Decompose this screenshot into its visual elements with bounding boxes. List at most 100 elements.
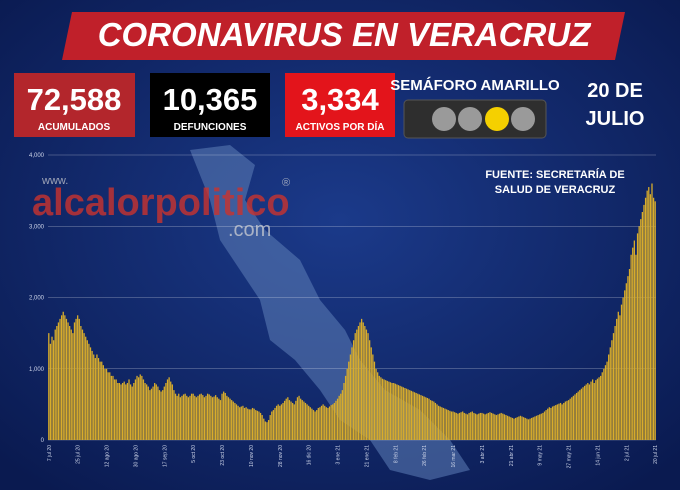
bar: [437, 405, 440, 440]
stat-value: 10,365: [163, 82, 258, 117]
x-tick-label: 25 jul 20: [76, 445, 82, 464]
bar: [431, 400, 433, 440]
bar: [239, 407, 241, 440]
x-tick-label: 3 ene 21: [336, 445, 342, 465]
bar: [226, 395, 228, 440]
bar: [643, 204, 645, 440]
watermark: alcalorpolitico: [32, 182, 290, 224]
bar: [296, 397, 299, 440]
stat-label: ACUMULADOS: [38, 122, 111, 133]
bar: [264, 421, 267, 440]
y-tick-label: 1,000: [29, 367, 45, 373]
bar: [627, 276, 629, 440]
bar: [214, 395, 217, 440]
bar: [168, 377, 170, 440]
bar: [192, 393, 194, 440]
semaforo-label: SEMÁFORO AMARILLO: [390, 77, 560, 94]
bar: [553, 405, 555, 440]
bar: [367, 333, 369, 440]
bar: [551, 406, 554, 440]
bar: [571, 397, 573, 440]
bar: [117, 383, 119, 440]
bar: [482, 413, 485, 440]
bar: [521, 416, 523, 440]
x-tick-label: 3 abr 21: [480, 445, 486, 464]
bar: [158, 390, 161, 440]
bar: [200, 393, 202, 440]
bar: [288, 400, 291, 440]
bar: [502, 413, 504, 440]
bar: [516, 417, 518, 440]
bar: [510, 417, 512, 440]
bar: [333, 402, 335, 440]
bar: [129, 384, 132, 440]
bar: [561, 404, 563, 440]
bar: [293, 404, 295, 440]
bar: [89, 347, 92, 440]
stat-box: [150, 73, 270, 137]
bar: [523, 417, 525, 440]
x-tick-label: 21 ene 21: [364, 445, 370, 467]
bar: [556, 404, 558, 440]
bar: [587, 383, 589, 440]
bar: [324, 405, 326, 440]
bar: [269, 415, 271, 440]
bar: [535, 415, 538, 440]
bar: [652, 197, 655, 440]
bar: [380, 377, 382, 440]
bar: [529, 418, 531, 440]
bar: [174, 393, 177, 440]
bar: [466, 414, 469, 440]
bar: [194, 395, 196, 440]
bar: [336, 398, 339, 440]
bar: [245, 407, 247, 440]
bar: [341, 390, 344, 440]
bar: [563, 402, 565, 440]
bar: [564, 401, 567, 440]
bar: [267, 420, 270, 440]
bar: [608, 354, 610, 440]
bar: [54, 329, 56, 440]
map-veracruz: [190, 145, 470, 480]
bar: [91, 350, 93, 440]
bar: [146, 384, 148, 440]
date: 20 DE: [587, 80, 643, 102]
stat-value: 3,334: [301, 82, 379, 117]
bar: [630, 254, 632, 440]
bar: [574, 394, 576, 440]
bar: [227, 397, 230, 440]
bar: [112, 375, 114, 440]
bar: [195, 397, 198, 440]
bar: [330, 405, 332, 440]
bar: [519, 415, 522, 440]
bar: [346, 368, 348, 440]
bar: [277, 404, 279, 440]
bar: [316, 410, 318, 440]
bar: [593, 383, 595, 440]
bar: [113, 379, 116, 440]
bar: [566, 400, 568, 440]
bar: [150, 388, 153, 440]
bar: [369, 340, 371, 440]
bar: [377, 372, 379, 440]
bar: [500, 412, 502, 440]
bar: [474, 413, 477, 440]
bar: [301, 400, 303, 440]
bar: [394, 383, 396, 440]
bar: [567, 400, 570, 440]
x-tick-label: 16 mar 21: [451, 445, 457, 468]
bar: [189, 395, 191, 440]
bar: [654, 201, 656, 440]
bar: [388, 381, 390, 440]
bar: [471, 411, 473, 440]
x-tick-label: 21 abr 21: [509, 445, 515, 466]
bar: [531, 417, 533, 440]
bar: [644, 197, 647, 440]
bar: [137, 377, 140, 440]
bar: [80, 326, 82, 440]
bar: [70, 329, 72, 440]
bar: [344, 375, 347, 440]
bar: [314, 411, 316, 440]
bar: [505, 415, 507, 440]
bar: [303, 401, 305, 440]
